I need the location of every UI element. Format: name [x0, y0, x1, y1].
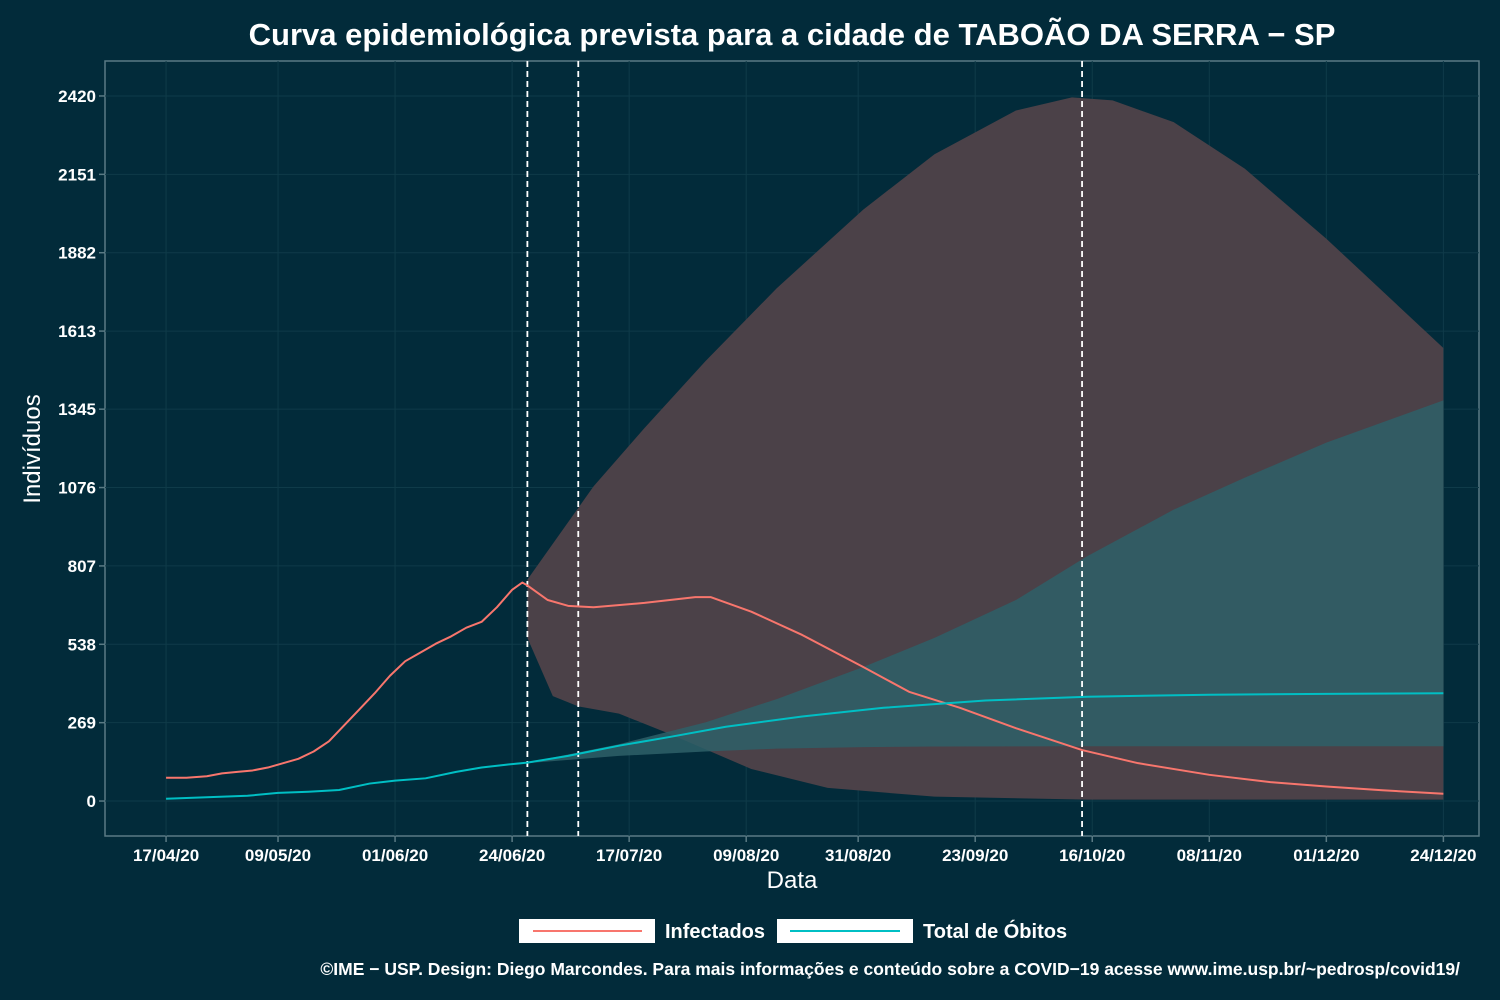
y-axis-label: Indivíduos [19, 394, 46, 503]
x-tick-label: 09/08/20 [713, 846, 779, 865]
y-tick-label: 0 [87, 792, 96, 811]
legend-label-infectados: Infectados [665, 921, 765, 943]
series-lines [166, 581, 1444, 800]
x-tick-label: 16/10/20 [1059, 846, 1125, 865]
x-tick-label: 01/12/20 [1293, 846, 1359, 865]
y-tick-label: 1882 [58, 244, 96, 263]
x-axis-ticks: 17/04/20 09/05/20 01/06/20 24/06/20 17/07/20… [133, 836, 1476, 865]
reference-lines [526, 61, 1083, 836]
y-tick-label: 2420 [58, 87, 96, 106]
series-line-obitos [166, 692, 1444, 800]
y-tick-label: 538 [68, 635, 96, 654]
chart-title: Curva epidemiológica prevista para a cid… [249, 17, 1336, 52]
x-tick-label: 17/07/20 [596, 846, 662, 865]
x-tick-label: 24/06/20 [479, 846, 545, 865]
x-tick-label: 31/08/20 [825, 846, 891, 865]
legend: Infectados Total de Óbitos [519, 919, 1067, 943]
y-tick-label: 1076 [58, 479, 96, 498]
y-tick-label: 1345 [58, 400, 96, 419]
y-tick-label: 269 [68, 714, 96, 733]
series-line-infectados [166, 581, 1444, 795]
x-tick-label: 17/04/20 [133, 846, 199, 865]
caption: ©IME − USP. Design: Diego Marcondes. Par… [320, 959, 1460, 979]
y-tick-label: 807 [68, 557, 96, 576]
x-tick-label: 08/11/20 [1177, 846, 1242, 865]
x-tick-label: 24/12/20 [1410, 846, 1476, 865]
band-obitos [527, 400, 1444, 764]
y-axis-ticks: 0 269 538 807 1076 1345 1613 1882 2151 2420 [58, 87, 105, 811]
x-tick-label: 01/06/20 [362, 846, 428, 865]
x-tick-label: 09/05/20 [245, 846, 311, 865]
x-tick-label: 23/09/20 [942, 846, 1008, 865]
legend-label-obitos: Total de Óbitos [923, 919, 1067, 943]
y-tick-label: 1613 [58, 322, 96, 341]
y-tick-label: 2151 [58, 165, 96, 184]
x-axis-label: Data [767, 867, 818, 894]
confidence-bands [527, 97, 1444, 800]
